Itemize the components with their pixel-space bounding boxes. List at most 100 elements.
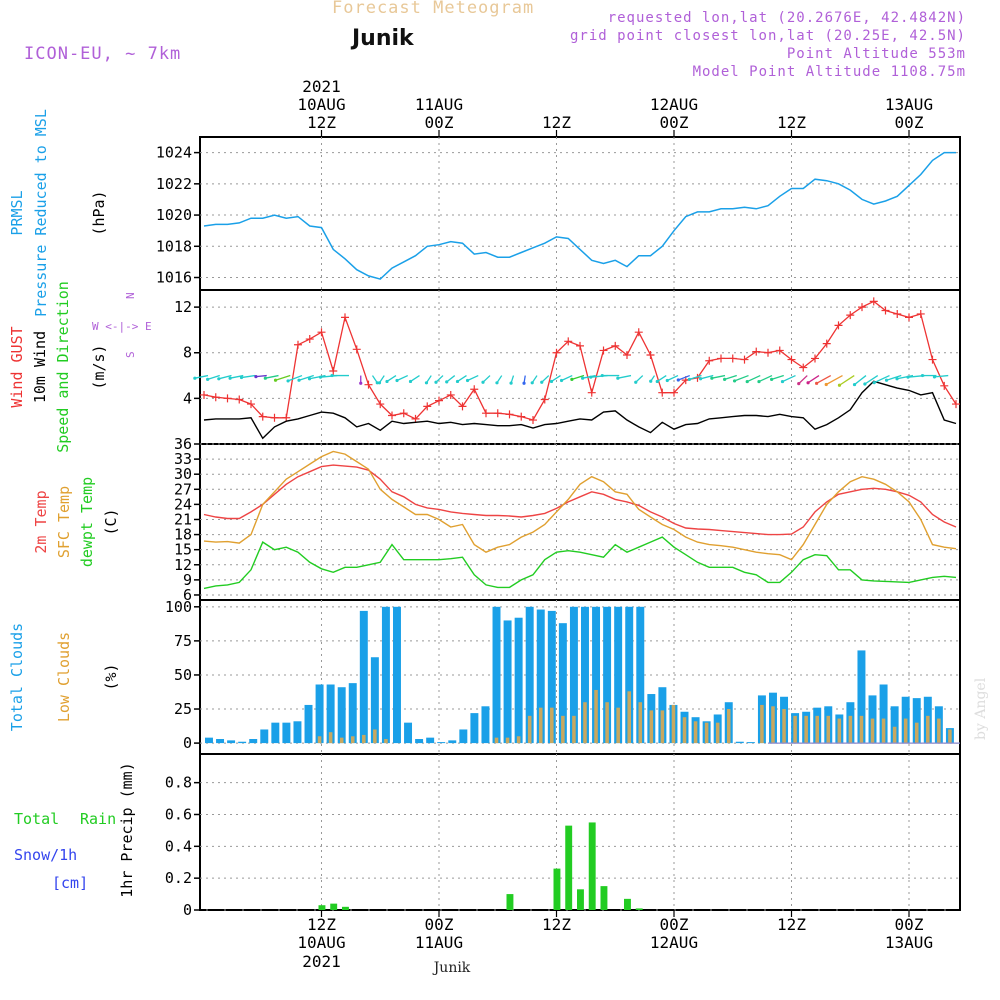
gust-marker <box>846 311 855 320</box>
wind-direction-arrow <box>482 375 491 383</box>
low-cloud-bar <box>583 702 587 744</box>
top-date-label: 13AUG <box>885 95 933 114</box>
total-cloud-bar <box>459 729 468 744</box>
low-cloud-bar <box>572 715 576 744</box>
gust-marker <box>587 388 596 397</box>
y-tick-label: 25 <box>174 700 192 718</box>
wind-arrow-head <box>495 381 499 385</box>
low-cloud-bar <box>837 718 842 744</box>
gust-marker <box>458 402 467 411</box>
total-cloud-bar <box>525 606 534 744</box>
y-tick-label: 0.2 <box>165 869 192 887</box>
wind-arrow-head <box>687 377 691 382</box>
total-cloud-bar <box>370 657 379 744</box>
wind-direction-arrow <box>255 374 267 378</box>
low-cloud-bar <box>903 718 908 744</box>
low-cloud-bar <box>494 737 499 744</box>
dewpt-line <box>203 536 957 590</box>
low-cloud-bar <box>339 737 344 744</box>
wind-direction-arrow <box>689 374 702 381</box>
snow-unit: [cm] <box>52 874 88 892</box>
bottom-date-label: 13AUG <box>885 933 933 952</box>
panel-frame-clouds <box>199 599 961 755</box>
wind-arrow-head <box>757 379 761 384</box>
rain-bar <box>588 822 596 910</box>
wind-direction-arrow <box>798 375 808 385</box>
low-cloud-bar <box>815 715 819 744</box>
top-date-label: 12AUG <box>650 95 698 114</box>
low-cloud-bar <box>760 704 764 744</box>
low-cloud-bar <box>704 722 709 744</box>
wind-arrow-head <box>273 378 278 382</box>
wind-direction-arrow <box>873 374 890 384</box>
wind-arrow-head <box>549 379 554 384</box>
precip-unit: 1hr Precip (mm) <box>118 762 136 897</box>
wind-direction-arrow <box>457 375 467 382</box>
rain-bar <box>624 898 631 910</box>
low-cloud-bar <box>793 715 797 744</box>
wind-arrow-head <box>424 381 429 385</box>
wind-arrow-head <box>906 375 910 379</box>
total-cloud-bar <box>227 740 236 744</box>
bottom-year-label: 2021 <box>302 952 341 971</box>
gust-marker <box>329 366 338 375</box>
gust-marker <box>446 390 455 399</box>
rain-bar <box>600 886 608 910</box>
rain-label: Rain <box>80 810 116 828</box>
wind-arrow-head <box>710 376 714 380</box>
gust-marker <box>916 309 925 318</box>
gridpoint-coords: grid point closest lon,lat (20.25E, 42.5… <box>569 28 966 44</box>
wind-arrow-head <box>434 380 438 384</box>
temp2m-label: 2m Temp <box>32 490 50 553</box>
wind-direction-arrow <box>771 374 784 381</box>
gust-marker <box>211 393 220 402</box>
wind-direction-arrow <box>617 374 632 379</box>
wind-arrow-head <box>872 381 876 385</box>
wind-arrow-head <box>377 381 382 385</box>
y-tick-label: 1022 <box>156 175 192 193</box>
low-cloud-bar <box>671 704 676 744</box>
gust-marker <box>905 313 913 322</box>
total-cloud-bar <box>746 742 755 744</box>
gust-marker <box>611 341 620 350</box>
bottom-hour-label: 00Z <box>660 915 689 934</box>
gust-marker <box>317 328 326 337</box>
low-cloud-bar <box>516 736 521 744</box>
wind10m-line <box>203 380 957 440</box>
bottom-hour-label: 00Z <box>425 915 454 934</box>
total-cloud-bar <box>912 698 921 744</box>
low-cloud-bar <box>638 702 643 744</box>
wind-arrow-head <box>570 377 574 382</box>
wind-arrow-head <box>780 379 785 384</box>
y-tick-label: 1020 <box>156 206 192 224</box>
total-cloud-bar <box>536 609 545 744</box>
low-cloud-bar <box>682 717 687 744</box>
wind-direction-arrow <box>864 375 879 385</box>
wind-arrow-head <box>217 377 221 381</box>
wind-direction-arrow <box>287 374 303 382</box>
y-tick-label: 0 <box>183 901 192 919</box>
wind-arrow-head <box>589 375 593 379</box>
total-cloud-bar <box>238 741 247 744</box>
low-cloud-bar <box>726 709 731 744</box>
wind-direction-arrow <box>667 374 679 382</box>
gust-marker <box>399 409 408 418</box>
y-tick-label: 27 <box>174 480 192 498</box>
rain-bar <box>565 825 573 910</box>
gust-marker <box>341 313 349 322</box>
low-cloud-bar <box>881 718 886 744</box>
total-cloud-bar <box>614 606 623 744</box>
total-cloud-bar <box>470 713 479 744</box>
total-cloud-bar <box>636 606 645 744</box>
wind-direction-arrow <box>467 374 479 382</box>
gust-marker <box>435 396 443 405</box>
rain-bar <box>635 908 643 910</box>
gust-marker <box>552 348 561 357</box>
total-cloud-bar <box>448 740 457 744</box>
wind-direction-arrow <box>435 375 444 383</box>
wind-direction-arrow <box>446 375 456 383</box>
gust-marker <box>834 321 843 330</box>
gust-marker <box>364 380 373 389</box>
wind-direction-arrow <box>825 374 843 386</box>
low-cloud-bar <box>660 710 665 744</box>
